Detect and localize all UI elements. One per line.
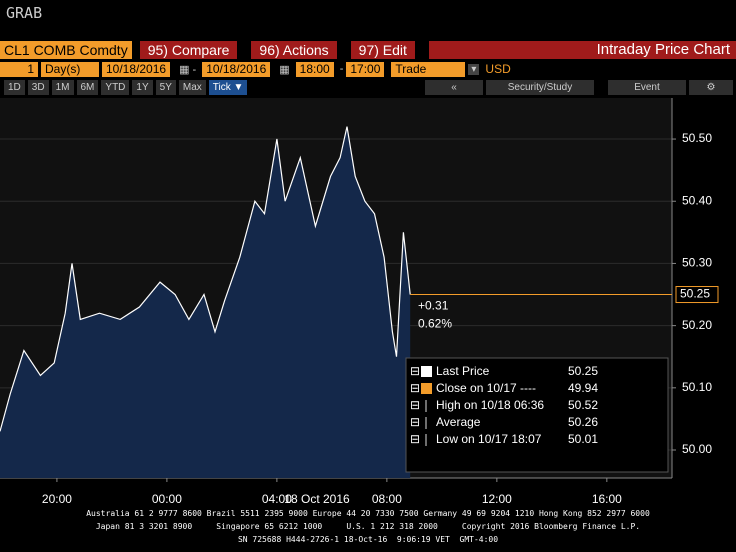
- change-annotation: +0.31: [418, 299, 449, 313]
- range-button[interactable]: 5Y: [155, 79, 176, 95]
- range-bar: 1D 3D 1M 6M YTD 1Y 5Y Max Tick ▼ « Security/Stud…: [0, 79, 736, 95]
- footer-line: Japan 81 3 3201 8900 Singapore 65 6212 1…: [95, 522, 641, 531]
- range-button[interactable]: 1D: [4, 79, 25, 95]
- price-area: [0, 126, 411, 478]
- y-tick-label: 50.00: [682, 442, 712, 456]
- legend-box: [405, 357, 669, 473]
- field-select[interactable]: Trade: [391, 61, 466, 77]
- event-button[interactable]: Event: [608, 79, 686, 95]
- legend-toggle: ⊟: [410, 364, 420, 378]
- range-buttons: 1D 3D 1M 6M YTD 1Y 5Y Max Tick ▼: [4, 79, 250, 95]
- last-price-box: [675, 286, 719, 304]
- range-button[interactable]: Tick ▼: [208, 79, 248, 95]
- legend-value: 50.25: [568, 364, 598, 378]
- legend-label: Average: [436, 415, 481, 429]
- settings-button[interactable]: ⚙: [689, 79, 733, 95]
- range-button[interactable]: 3D: [27, 79, 49, 95]
- collapse-button[interactable]: «: [425, 79, 483, 95]
- dropdown-arrow[interactable]: ▾: [468, 63, 480, 75]
- compare-button[interactable]: 95) Compare: [139, 40, 238, 59]
- separator: ▦ -: [179, 63, 197, 76]
- range-button[interactable]: YTD: [101, 79, 130, 95]
- legend-swatch: [421, 366, 432, 377]
- legend-swatch: [421, 383, 432, 394]
- x-tick-label: 20:00: [42, 492, 72, 506]
- x-tick-label: 08:00: [372, 492, 402, 506]
- legend-toggle: ⊟: [410, 415, 420, 429]
- end-date[interactable]: 10/18/2016: [202, 61, 271, 77]
- chart: 18 Oct 2016 50.00 50.10 50.20 50.30 50.40 50.…: [0, 98, 719, 506]
- security-study-button[interactable]: Security/Study: [486, 79, 594, 95]
- legend-value: 50.01: [568, 432, 598, 446]
- legend-label: High on 10/18 06:36: [436, 398, 544, 412]
- x-tick-label: 04:00: [262, 492, 292, 506]
- legend-toggle: ⊟: [410, 432, 420, 446]
- legend-value: 50.52: [568, 398, 598, 412]
- y-tick-label: 50.30: [682, 256, 712, 270]
- legend-label: Last Price: [436, 364, 490, 378]
- range-button[interactable]: 1M: [51, 79, 74, 95]
- separator: -: [339, 63, 344, 75]
- panel-title: Intraday Price Chart: [428, 40, 736, 59]
- legend-value: 50.26: [568, 415, 598, 429]
- x-tick-label: 00:00: [152, 492, 182, 506]
- x-tick-label: 16:00: [592, 492, 622, 506]
- footer-line: SN 725688 H444-2726-1 18-Oct-16 9:06:19 …: [237, 535, 499, 544]
- end-time[interactable]: 17:00: [346, 61, 385, 77]
- range-button[interactable]: 1Y: [132, 79, 153, 95]
- x-tick-label: 12:00: [482, 492, 512, 506]
- y-tick-label: 50.40: [682, 193, 712, 207]
- calendar-icon[interactable]: ▦: [279, 63, 290, 76]
- footer-line: Australia 61 2 9777 8600 Brazil 5511 239…: [86, 509, 650, 518]
- legend-value: 49.94: [568, 381, 598, 395]
- start-date[interactable]: 10/18/2016: [102, 61, 171, 77]
- legend-label: Low on 10/17 18:07: [436, 432, 542, 446]
- command-bar: CL1 COMB Comdty 95) Compare 96) Actions …: [0, 40, 736, 59]
- x-axis-label: 18 Oct 2016: [284, 492, 350, 506]
- period-count[interactable]: 1: [0, 61, 38, 77]
- price-line: [0, 126, 411, 432]
- change-annotation: 0.62%: [418, 317, 452, 331]
- y-tick-label: 50.20: [682, 318, 712, 332]
- ticker[interactable]: CL1 COMB Comdty: [0, 40, 132, 59]
- last-price-label: 50.25: [680, 287, 710, 301]
- edit-button[interactable]: 97) Edit: [350, 40, 415, 59]
- y-tick-label: 50.50: [682, 131, 712, 145]
- actions-button[interactable]: 96) Actions: [251, 40, 337, 59]
- params-bar: 1 Day(s) 10/18/2016 ▦ - 10/18/2016 ▦ 18:…: [0, 61, 736, 77]
- currency: USD: [485, 62, 511, 76]
- legend-toggle: ⊟: [410, 398, 420, 412]
- period-unit[interactable]: Day(s): [41, 61, 99, 77]
- y-tick-label: 50.10: [682, 380, 712, 394]
- start-time[interactable]: 18:00: [295, 61, 334, 77]
- range-button[interactable]: Max: [178, 79, 206, 95]
- legend-label: Close on 10/17 ----: [436, 381, 536, 395]
- legend-toggle: ⊟: [410, 381, 420, 395]
- window-title: GRAB: [6, 4, 43, 22]
- range-button[interactable]: 6M: [76, 79, 99, 95]
